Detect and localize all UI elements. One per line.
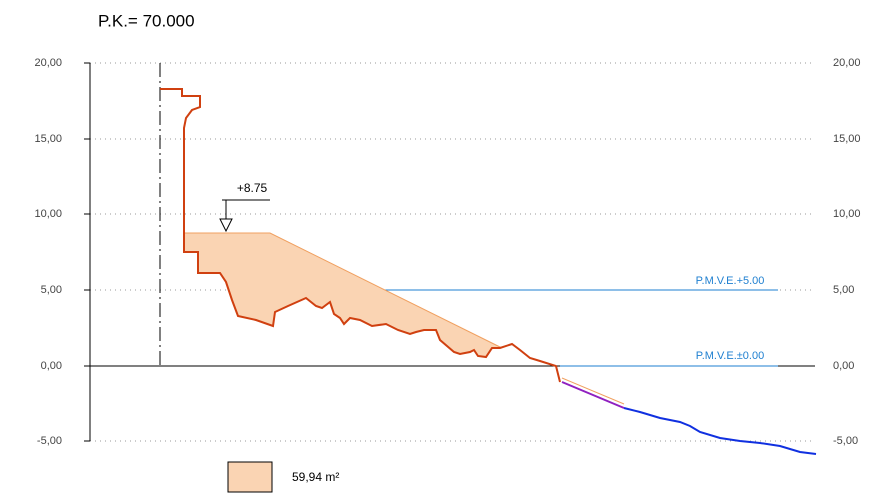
- right-label: 20,00: [833, 57, 861, 69]
- blue-profile: [623, 407, 817, 455]
- slope-line: [561, 377, 625, 405]
- legend-label: 59,94 m²: [292, 470, 339, 484]
- left-label: 15,00: [34, 133, 62, 145]
- left-label: 0,00: [41, 360, 62, 372]
- left-label: 5,00: [41, 284, 62, 296]
- right-label: 5,00: [833, 284, 854, 296]
- fill-area: [183, 232, 503, 358]
- level-label: +8.75: [237, 181, 268, 195]
- left-label: 20,00: [34, 57, 62, 69]
- right-label: 10,00: [833, 208, 861, 220]
- right-label: 0,00: [833, 360, 854, 372]
- legend-swatch: [227, 461, 273, 493]
- water-zero-label: P.M.V.E.±0.00: [696, 350, 764, 362]
- level-triangle: [219, 218, 233, 233]
- water-high-label: P.M.V.E.+5.00: [696, 275, 765, 287]
- right-label: -5,00: [833, 435, 858, 447]
- purple-profile: [561, 381, 625, 409]
- title: P.K.= 70.000: [98, 11, 195, 30]
- grid: 20,00 20,00 15,00 15,00 10,00 10,00 5,00 5,00 0,…: [34, 57, 860, 447]
- right-label: 15,00: [833, 133, 861, 145]
- left-label: 10,00: [34, 208, 62, 220]
- left-label: -5,00: [37, 435, 62, 447]
- terrain-profile: [160, 88, 561, 383]
